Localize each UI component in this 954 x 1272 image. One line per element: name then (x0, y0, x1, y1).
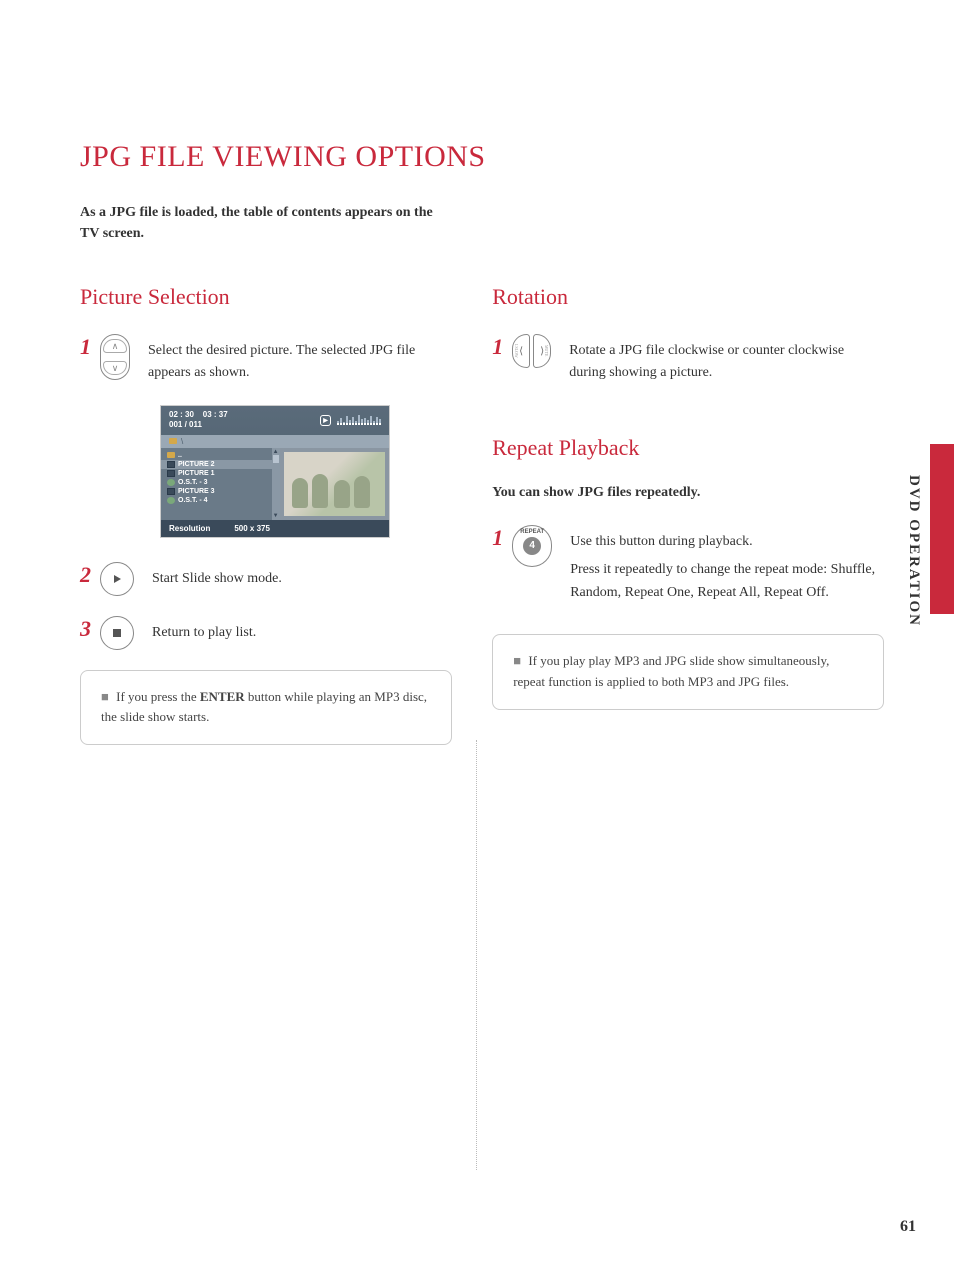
column-divider (476, 740, 477, 1170)
page-title: JPG FILE VIEWING OPTIONS (80, 140, 884, 174)
step-2: 2 Start Slide show mode. (80, 562, 452, 596)
folder-icon (169, 438, 177, 444)
resolution-value: 500 x 375 (234, 524, 270, 533)
list-item: .. (161, 451, 280, 460)
tv-screenshot: 02 : 30 03 : 37 001 / 011 ▶ \ (160, 405, 390, 538)
preview-pane (280, 448, 389, 520)
step-number: 3 (80, 618, 92, 640)
side-tab (930, 444, 954, 614)
resolution-label: Resolution (169, 524, 210, 533)
repeat-step-1: 1 REPEAT 4 Use this button during playba… (492, 525, 884, 604)
page-number: 61 (900, 1218, 916, 1236)
note-box: ■ If you play play MP3 and JPG slide sho… (492, 634, 884, 710)
elapsed-time: 02 : 30 (169, 410, 194, 419)
file-list: ..PICTURE 2PICTURE 1O.S.T. - 3PICTURE 3O… (161, 448, 280, 520)
up-down-button-icon: ∧ ∨ (100, 334, 130, 380)
step-number: 1 (80, 336, 92, 358)
step-text: Start Slide show mode. (152, 562, 452, 590)
intro-text: As a JPG file is loaded, the table of co… (80, 202, 440, 244)
step-number: 1 (492, 527, 504, 549)
note-text: If you press the (116, 689, 200, 704)
step-text: Rotate a JPG file clockwise or counter c… (569, 334, 884, 385)
picture-selection-heading: Picture Selection (80, 284, 452, 310)
step-number: 1 (492, 336, 504, 358)
list-item: PICTURE 2 (161, 460, 280, 469)
step-text: Use this button during playback. Press i… (570, 525, 884, 604)
rotation-step-1: 1 I.SLOW⟨ ⟩MUTE Rotate a JPG file clockw… (492, 334, 884, 385)
step-1: 1 ∧ ∨ Select the desired picture. The se… (80, 334, 452, 385)
track-current: 001 (169, 420, 182, 429)
section-label: DVD OPERATION (905, 475, 922, 627)
note-text: If you play play MP3 and JPG slide show … (513, 653, 829, 689)
scrollbar: ▲ ▼ (272, 448, 280, 520)
list-item: O.S.T. - 4 (161, 496, 280, 505)
list-item: PICTURE 1 (161, 469, 280, 478)
note-box: ■ If you press the ENTER button while pl… (80, 670, 452, 746)
track-total: 011 (189, 420, 202, 429)
play-button-icon (100, 562, 134, 596)
rotation-heading: Rotation (492, 284, 884, 310)
equalizer-icon (337, 415, 381, 425)
step-3: 3 Return to play list. (80, 616, 452, 650)
play-icon: ▶ (320, 415, 331, 426)
repeat-button-icon: REPEAT 4 (512, 525, 552, 567)
step-text: Return to play list. (152, 616, 452, 644)
list-item: O.S.T. - 3 (161, 478, 280, 487)
left-right-button-icon: I.SLOW⟨ ⟩MUTE (512, 334, 551, 368)
repeat-heading: Repeat Playback (492, 435, 884, 461)
list-item: PICTURE 3 (161, 487, 280, 496)
stop-button-icon (100, 616, 134, 650)
path-text: \ (181, 437, 183, 446)
step-number: 2 (80, 564, 92, 586)
total-time: 03 : 37 (203, 410, 228, 419)
repeat-intro: You can show JPG files repeatedly. (492, 485, 884, 501)
step-text: Select the desired picture. The selected… (148, 334, 452, 385)
